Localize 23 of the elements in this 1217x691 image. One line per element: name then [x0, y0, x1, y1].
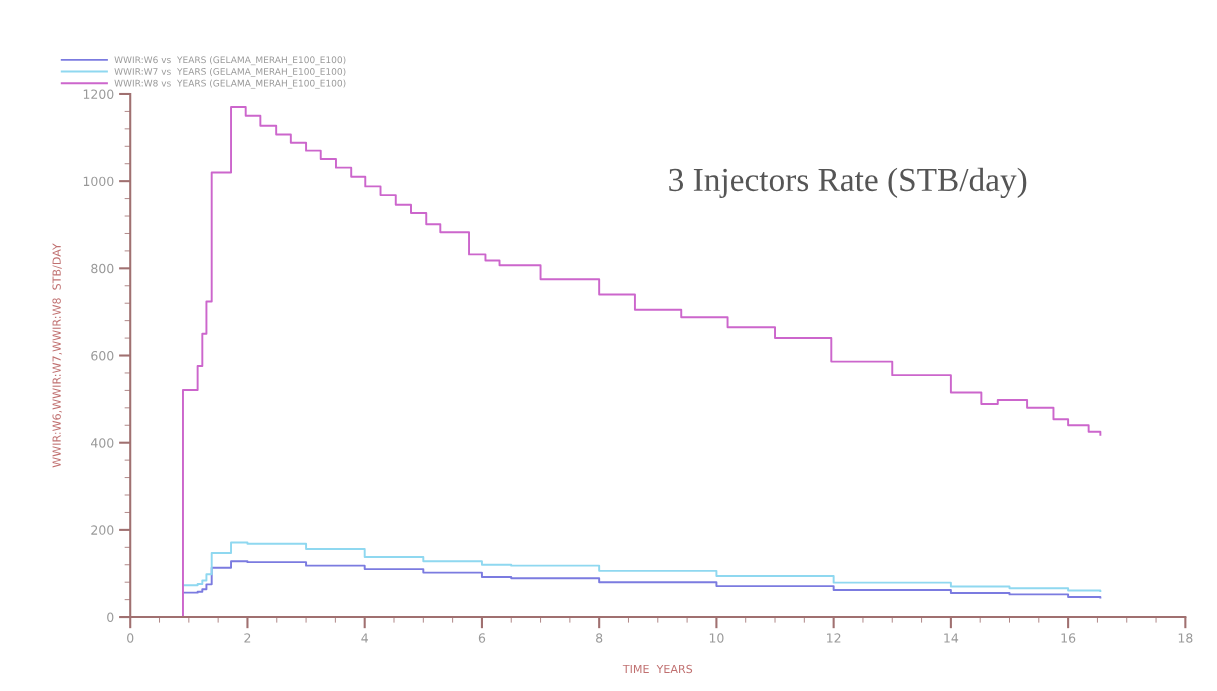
x-tick-label: 8	[596, 633, 603, 643]
y-tick-label: 1200	[83, 89, 114, 99]
y-tick-label: 800	[91, 263, 114, 274]
x-tick-label: 2	[244, 633, 251, 643]
x-tick-label: 16	[1061, 633, 1076, 643]
y-tick-label: 0	[107, 612, 114, 622]
x-tick-label: 12	[827, 633, 841, 643]
x-tick-label: 14	[944, 633, 959, 643]
x-axis-title: TIME YEARS	[622, 664, 693, 674]
legend-label: WWIR:W7 vs YEARS (GELAMA_MERAH_E100_E100)	[114, 67, 346, 77]
x-tick-label: 10	[709, 633, 724, 643]
x-tick-label: 6	[478, 633, 486, 643]
y-tick-label: 400	[91, 438, 114, 448]
y-axis-title: WWIR:W6,WWIR:W7,WWIR:W8 STB/DAY	[52, 243, 62, 468]
y-tick-label: 200	[91, 525, 114, 535]
x-tick-label: 4	[361, 633, 368, 643]
annotation: 3 Injectors Rate (STB/day)	[669, 167, 1027, 199]
legend-label: WWIR:W6 vs YEARS (GELAMA_MERAH_E100_E100)	[114, 56, 346, 66]
x-tick-label: 0	[127, 633, 134, 643]
y-tick-label: 600	[91, 350, 114, 361]
legend-label: WWIR:W8 vs YEARS (GELAMA_MERAH_E100_E100)	[114, 79, 346, 89]
y-tick-label: 1000	[83, 176, 114, 187]
x-tick-label: 18	[1178, 633, 1193, 643]
